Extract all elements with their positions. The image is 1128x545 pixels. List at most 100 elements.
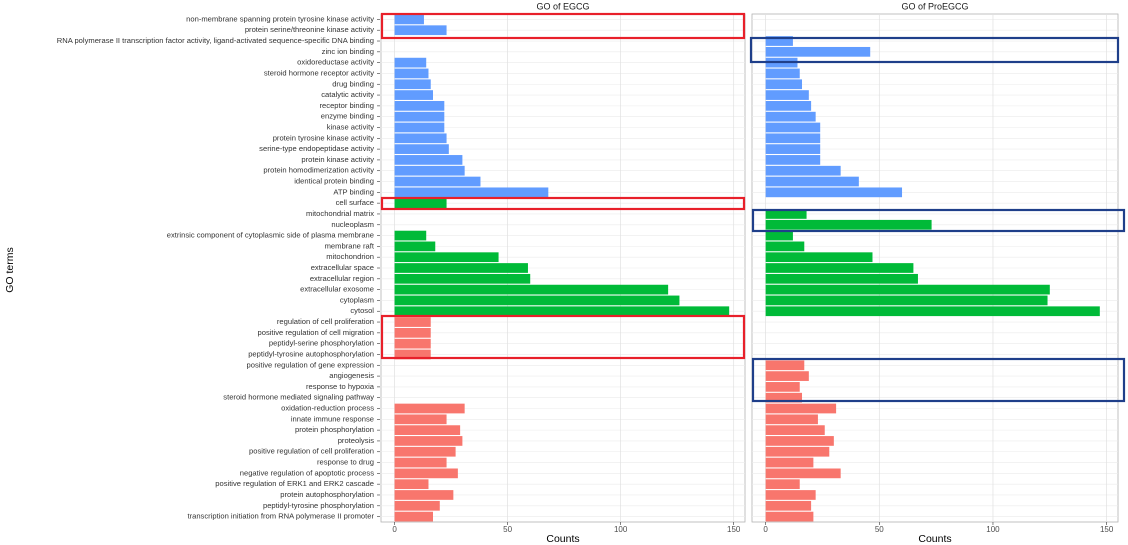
x-axis-title: Counts [918,533,951,545]
category-label: angiogenesis [329,371,374,380]
category-label: RNA polymerase II transcription factor a… [57,36,374,45]
bar [765,273,918,284]
bar [394,263,528,273]
bar [765,241,805,252]
category-label: response to drug [317,458,374,467]
plot-area: non-membrane spanning protein tyrosine k… [57,1,1119,545]
bar [394,111,445,122]
bar [765,133,821,144]
bar [765,436,834,446]
bar [394,284,669,295]
bar [765,155,821,165]
category-label: protein kinase activity [301,155,374,164]
highlight-box [380,12,746,40]
bar [765,176,859,187]
category-label: protein phosphorylation [295,425,374,434]
bar [394,155,463,165]
category-label: mitochondrial matrix [306,209,374,218]
category-label: steroid hormone receptor activity [264,68,374,77]
bar [765,111,816,122]
category-label: transcription initiation from RNA polyme… [187,512,374,521]
bar [394,230,427,241]
bar [394,252,499,263]
bar [765,122,821,133]
bar [394,446,456,457]
bar [394,144,449,154]
bar [765,360,805,371]
category-label: serine-type endopeptidase activity [259,144,374,153]
highlight-box [751,357,1126,403]
bar [765,68,800,79]
bar [765,101,812,111]
bar [765,295,1048,306]
category-label: identical protein binding [294,177,374,186]
bar [394,425,461,435]
highlights [380,12,1126,403]
bar [394,14,424,25]
category-label: cytosol [350,306,374,315]
category-label: positive regulation of cell proliferatio… [249,447,374,456]
x-tick-label: 100 [986,525,1000,534]
x-tick-label: 50 [503,525,512,534]
category-label: positive regulation of gene expression [247,360,375,369]
bar [394,414,447,425]
bar [394,165,465,176]
bar [765,446,830,457]
category-label: protein homodimerization activity [263,166,374,175]
bar [394,490,454,500]
x-tick-label: 50 [875,525,884,534]
bar [394,457,447,468]
bar [765,392,803,403]
category-label: negative regulation of apoptotic process [240,468,374,477]
bar [765,165,841,176]
bar [394,295,680,306]
bar [765,403,837,414]
category-label: oxidation-reduction process [281,404,374,413]
bar [394,176,481,187]
category-label: cell surface [336,198,374,207]
highlight-box [749,36,1120,64]
category-label: positive regulation of cell migration [258,328,375,337]
bar [394,241,436,252]
category-label: oxidoreductase activity [297,58,374,67]
category-label: protein serine/threonine kinase activity [245,25,374,34]
bar [394,79,431,90]
category-label: membrane raft [325,241,375,250]
bar [765,468,841,479]
bar [765,46,871,57]
bar [765,209,807,219]
bar [394,327,431,338]
bar [394,468,458,479]
bar [765,230,793,241]
bar [765,414,818,425]
bar [765,144,821,154]
bar [394,57,427,68]
bar [394,25,447,36]
bar [765,490,816,500]
category-label: extracellular exosome [300,285,374,294]
category-label: drug binding [332,79,374,88]
y-axis-title: GO terms [4,247,16,293]
category-label: peptidyl-tyrosine autophosphorylation [248,349,374,358]
bar [765,425,825,435]
category-label: regulation of cell proliferation [277,317,374,326]
bar [765,252,873,263]
bar [394,187,549,198]
category-label: extracellular space [311,263,374,272]
bar [394,306,730,317]
bar [765,36,793,46]
category-label: proteolysis [338,436,374,445]
category-label: peptidyl-tyrosine phosphorylation [263,501,374,510]
bar [765,187,903,198]
category-label: extracellular region [310,274,374,283]
x-tick-label: 0 [763,525,768,534]
category-label: protein autophosphorylation [280,490,374,499]
category-label: zinc ion binding [322,47,374,56]
bar [394,338,431,349]
bar [765,263,914,273]
bar [394,90,433,100]
x-tick-label: 150 [727,525,741,534]
bar [765,284,1050,295]
highlight-box [380,314,746,360]
bar [394,479,429,490]
